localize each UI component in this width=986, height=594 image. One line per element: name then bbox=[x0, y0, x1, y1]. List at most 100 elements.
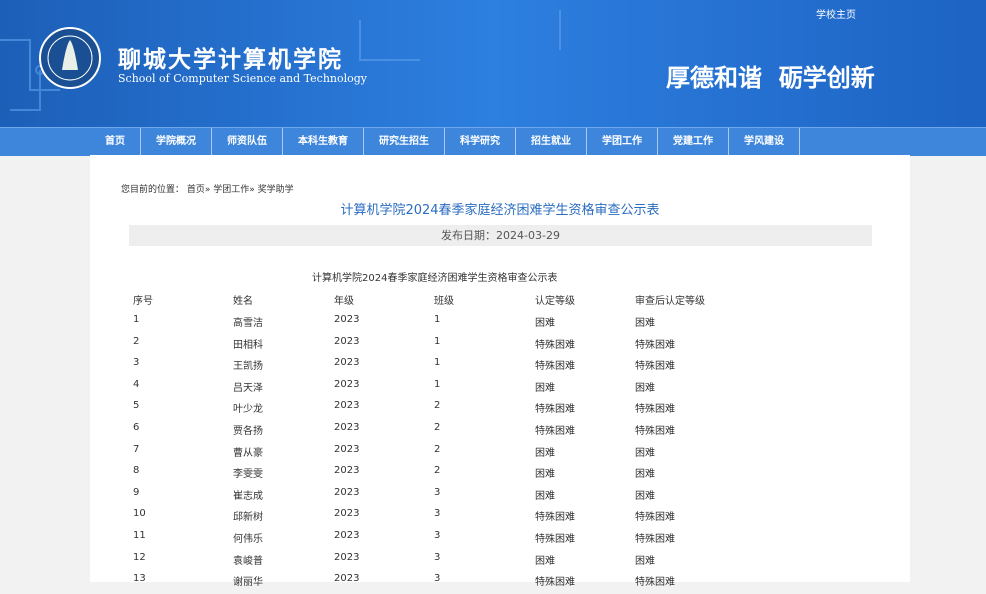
table-row-cell: 2023 bbox=[334, 422, 360, 433]
table-row-cell: 困难 bbox=[635, 382, 655, 394]
table-row-cell: 2023 bbox=[334, 378, 360, 390]
school-name: 聊城大学计算机学院 bbox=[118, 46, 343, 73]
table-row-cell: 谢丽华 bbox=[233, 577, 263, 589]
table-row-cell: 2 bbox=[434, 400, 441, 412]
table-row-cell: 3 bbox=[434, 551, 441, 563]
table-row-cell: 2023 bbox=[334, 465, 360, 477]
table-row-cell: 3 bbox=[434, 530, 441, 541]
table-row-cell: 特殊困难 bbox=[535, 534, 575, 545]
table-row-cell: 特殊困难 bbox=[535, 404, 575, 416]
table-row-cell: 困难 bbox=[635, 318, 655, 329]
table-row-cell: 特殊困难 bbox=[535, 361, 575, 373]
table-row-cell: 困难 bbox=[535, 469, 555, 481]
table-row-cell: 2 bbox=[434, 443, 441, 455]
table-row-cell: 特殊困难 bbox=[635, 404, 675, 416]
table-row-cell: 贾各扬 bbox=[233, 426, 263, 437]
table-row-cell: 12 bbox=[133, 551, 146, 563]
table-row-cell: 2 bbox=[434, 422, 441, 433]
table-row-cell: 2 bbox=[133, 335, 140, 347]
table-row-cell: 2023 bbox=[334, 443, 360, 455]
table-row-cell: 袁峻普 bbox=[233, 555, 263, 567]
header: 学校主页 聊城大学计算机学院 School of Computer Scienc… bbox=[0, 0, 986, 127]
breadcrumb: 您目前的位置： 首页» 学团工作» 奖学助学 bbox=[121, 182, 294, 195]
table-row-cell: 2 bbox=[434, 465, 441, 477]
table-row-cell: 崔志成 bbox=[233, 490, 263, 502]
nav-item[interactable]: 本科生教育 bbox=[283, 128, 364, 156]
table-row-cell: 2023 bbox=[334, 335, 360, 347]
table-header-cell: 班级 bbox=[434, 296, 454, 307]
nav-bar: 首页 学院概况 师资队伍 本科生教育 研究生招生 科学研究 招生就业 学团工作 党建工作 学风建设 bbox=[0, 127, 986, 156]
table-row-cell: 7 bbox=[133, 443, 140, 455]
table-row-cell: 曹从豪 bbox=[233, 447, 263, 459]
table-row-cell: 特殊困难 bbox=[535, 577, 575, 589]
table-row-cell: 2023 bbox=[334, 530, 360, 541]
table-row-cell: 8 bbox=[133, 465, 140, 477]
table-row-cell: 特殊困难 bbox=[635, 534, 675, 545]
table-header-cell: 序号 bbox=[133, 296, 153, 307]
table-row-cell: 困难 bbox=[535, 382, 555, 394]
table-row-cell: 6 bbox=[133, 422, 140, 433]
table-row-cell: 2023 bbox=[334, 357, 360, 369]
table-row-cell: 特殊困难 bbox=[535, 339, 575, 351]
table-row-cell: 田相科 bbox=[233, 339, 263, 351]
table-row-cell: 困难 bbox=[635, 490, 655, 502]
nav-item[interactable]: 学院概况 bbox=[141, 128, 212, 156]
table-row-cell: 困难 bbox=[535, 447, 555, 459]
table-row-cell: 特殊困难 bbox=[635, 339, 675, 351]
table-row-cell: 2023 bbox=[334, 400, 360, 412]
table-caption: 计算机学院2024春季家庭经济困难学生资格审查公示表 bbox=[312, 273, 558, 284]
breadcrumb-path[interactable]: 首页» 学团工作» 奖学助学 bbox=[186, 185, 294, 195]
nav-item[interactable]: 招生就业 bbox=[516, 128, 587, 156]
table-row-cell: 11 bbox=[133, 530, 146, 541]
table-row-cell: 3 bbox=[434, 508, 441, 520]
table-row-cell: 邱新树 bbox=[233, 512, 263, 524]
table-row-cell: 特殊困难 bbox=[635, 426, 675, 437]
table-row-cell: 特殊困难 bbox=[535, 512, 575, 524]
table-header-cell: 年级 bbox=[334, 296, 354, 307]
table-row-cell: 1 bbox=[434, 314, 441, 325]
article-title: 计算机学院2024春季家庭经济困难学生资格审查公示表 bbox=[340, 203, 660, 218]
nav-item[interactable]: 科学研究 bbox=[445, 128, 516, 156]
table-row-cell: 高雪洁 bbox=[233, 318, 263, 329]
table-row-cell: 2023 bbox=[334, 573, 360, 585]
table-row-cell: 特殊困难 bbox=[535, 426, 575, 437]
table-header-cell: 审查后认定等级 bbox=[635, 296, 705, 307]
table-row-cell: 2023 bbox=[334, 508, 360, 520]
table-row-cell: 5 bbox=[133, 400, 140, 412]
table-row-cell: 李雯雯 bbox=[233, 469, 263, 481]
table-row-cell: 9 bbox=[133, 486, 140, 498]
nav-item[interactable]: 师资队伍 bbox=[212, 128, 283, 156]
table-row-cell: 4 bbox=[133, 378, 140, 390]
nav-list: 首页 学院概况 师资队伍 本科生教育 研究生招生 科学研究 招生就业 学团工作 党建工作 学风建设 bbox=[90, 128, 800, 156]
table-row-cell: 困难 bbox=[635, 469, 655, 481]
table-row-cell: 何伟乐 bbox=[233, 534, 263, 545]
article-date: 发布日期：2024-03-29 bbox=[129, 225, 872, 246]
table-row-cell: 王凯扬 bbox=[233, 361, 263, 373]
table-row-cell: 10 bbox=[133, 508, 146, 520]
nav-item[interactable]: 学风建设 bbox=[729, 128, 800, 156]
nav-item[interactable]: 首页 bbox=[90, 128, 141, 156]
table-row-cell: 1 bbox=[434, 378, 441, 390]
table-row-cell: 困难 bbox=[535, 318, 555, 329]
table-row-cell: 3 bbox=[133, 357, 140, 369]
table-row-cell: 3 bbox=[434, 573, 441, 585]
table-row-cell: 1 bbox=[434, 335, 441, 347]
school-name-en: School of Computer Science and Technolog… bbox=[118, 72, 368, 85]
table-row-cell: 困难 bbox=[635, 447, 655, 459]
table-row-cell: 1 bbox=[434, 357, 441, 369]
nav-item[interactable]: 学团工作 bbox=[587, 128, 658, 156]
header-decoration bbox=[0, 10, 561, 111]
table-row-cell: 2023 bbox=[334, 314, 360, 325]
table-row-cell: 特殊困难 bbox=[635, 361, 675, 373]
slogan: 厚德和谐 砺学创新 bbox=[666, 63, 875, 92]
table-row-cell: 特殊困难 bbox=[635, 512, 675, 524]
nav-item[interactable]: 研究生招生 bbox=[364, 128, 445, 156]
table-header-cell: 姓名 bbox=[233, 296, 253, 307]
table-row-cell: 吕天泽 bbox=[233, 382, 263, 394]
content: 您目前的位置： 首页» 学团工作» 奖学助学 计算机学院2024春季家庭经济困难… bbox=[90, 155, 910, 588]
table-row-cell: 困难 bbox=[535, 490, 555, 502]
nav-item[interactable]: 党建工作 bbox=[658, 128, 729, 156]
table-row-cell: 1 bbox=[133, 314, 140, 325]
school-home-link[interactable]: 学校主页 bbox=[816, 10, 856, 21]
